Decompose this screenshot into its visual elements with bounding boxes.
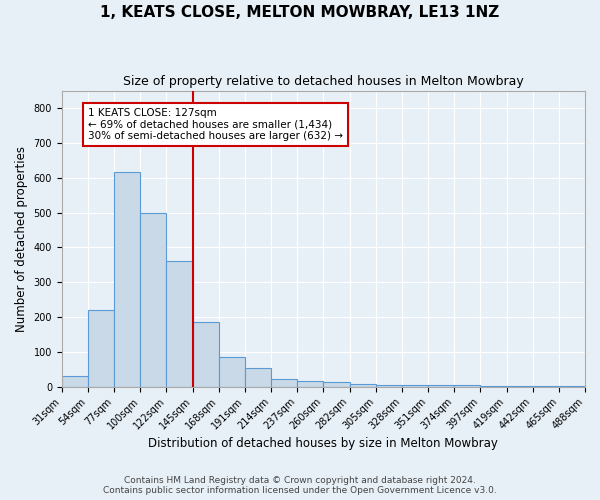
Bar [506, 386, 533, 387]
Title: Size of property relative to detached houses in Melton Mowbray: Size of property relative to detached ho… [123, 75, 524, 88]
X-axis label: Distribution of detached houses by size in Melton Mowbray: Distribution of detached houses by size … [148, 437, 499, 450]
Bar [297, 380, 323, 387]
Y-axis label: Number of detached properties: Number of detached properties [15, 146, 28, 332]
Bar [140, 212, 166, 387]
Bar [323, 382, 350, 387]
Bar [481, 386, 506, 387]
Text: 1, KEATS CLOSE, MELTON MOWBRAY, LE13 1NZ: 1, KEATS CLOSE, MELTON MOWBRAY, LE13 1NZ [100, 5, 500, 20]
Bar [271, 379, 297, 387]
Bar [166, 262, 193, 387]
Bar [533, 386, 559, 387]
Bar [193, 322, 219, 387]
Text: 1 KEATS CLOSE: 127sqm
← 69% of detached houses are smaller (1,434)
30% of semi-d: 1 KEATS CLOSE: 127sqm ← 69% of detached … [88, 108, 343, 141]
Bar [428, 386, 454, 387]
Bar [376, 385, 402, 387]
Bar [402, 385, 428, 387]
Bar [219, 357, 245, 387]
Bar [245, 368, 271, 387]
Bar [454, 386, 481, 387]
Bar [88, 310, 114, 387]
Bar [62, 376, 88, 387]
Bar [559, 386, 585, 387]
Text: Contains HM Land Registry data © Crown copyright and database right 2024.
Contai: Contains HM Land Registry data © Crown c… [103, 476, 497, 495]
Bar [114, 172, 140, 387]
Bar [350, 384, 376, 387]
